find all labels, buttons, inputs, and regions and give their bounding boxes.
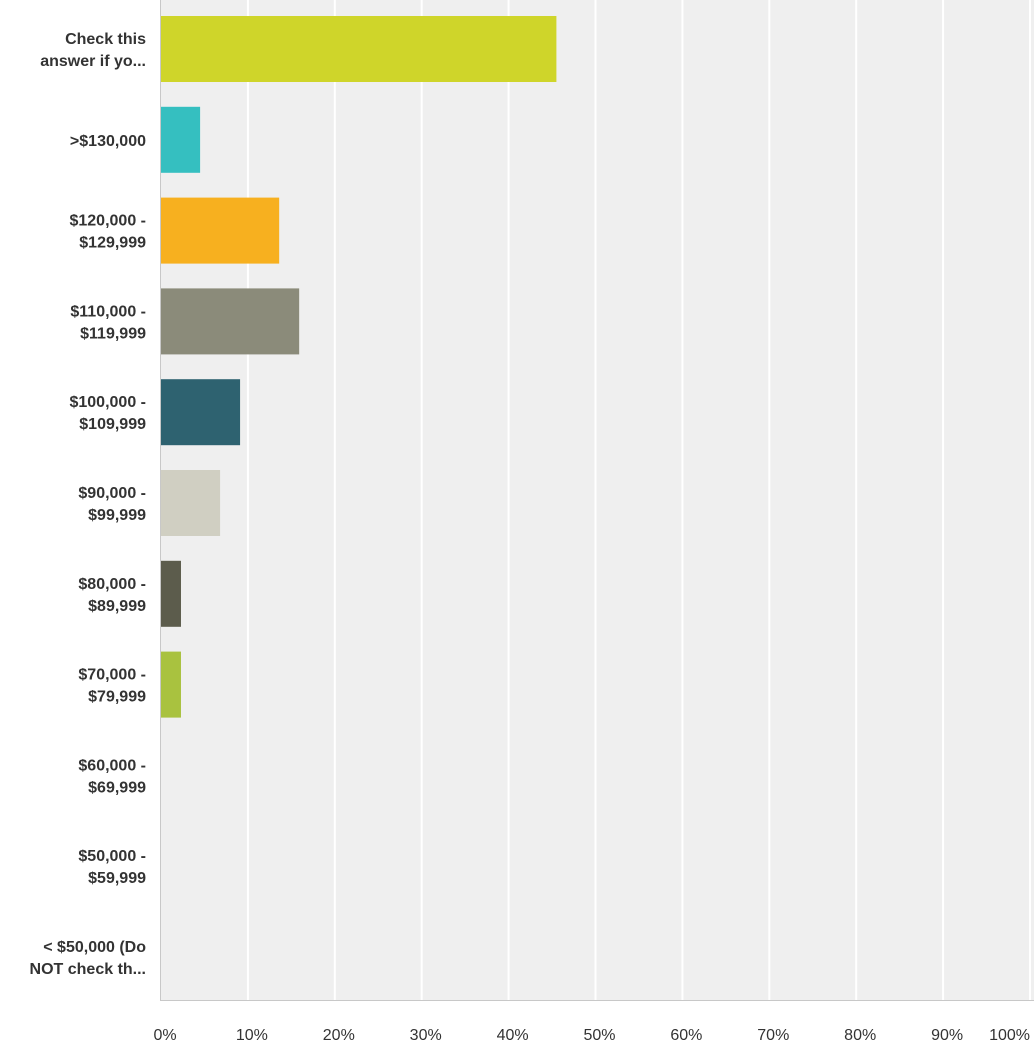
category-label: >$130,000 bbox=[70, 133, 146, 150]
category-label-line: $80,000 - bbox=[78, 576, 146, 593]
x-tick-label: 100% bbox=[989, 1027, 1030, 1044]
grid-lines bbox=[246, 0, 1031, 1000]
x-axis-ticks: 0% 10% 20% 30% 40% 50% 60% 70% 80% 90% 100% bbox=[153, 1027, 1030, 1044]
category-label: $120,000 - $129,999 bbox=[69, 213, 146, 252]
category-label-line: $70,000 - bbox=[78, 667, 146, 684]
category-label-line: $99,999 bbox=[88, 507, 146, 524]
category-label: Check this answer if yo... bbox=[40, 31, 146, 70]
category-label-line: $90,000 - bbox=[78, 485, 146, 502]
bars bbox=[161, 16, 557, 718]
category-label-line: $110,000 - bbox=[70, 303, 146, 320]
x-tick-label: 60% bbox=[670, 1027, 702, 1044]
category-label-line: $59,999 bbox=[88, 870, 146, 887]
category-label: $110,000 - $119,999 bbox=[70, 303, 146, 342]
category-label-line: answer if yo... bbox=[40, 53, 146, 70]
category-label-line: $79,999 bbox=[88, 689, 146, 706]
category-label-line: Check this bbox=[65, 31, 146, 48]
x-tick-label: 0% bbox=[153, 1027, 176, 1044]
bar[interactable] bbox=[161, 470, 221, 536]
category-label-line: $100,000 - bbox=[69, 394, 146, 411]
category-label-line: >$130,000 bbox=[70, 133, 146, 150]
category-label: $70,000 - $79,999 bbox=[78, 667, 146, 706]
category-label-line: $50,000 - bbox=[78, 848, 146, 865]
x-tick-label: 70% bbox=[757, 1027, 789, 1044]
bar[interactable] bbox=[161, 197, 280, 264]
bar[interactable] bbox=[161, 379, 241, 446]
x-tick-label: 30% bbox=[410, 1027, 442, 1044]
category-label-line: $109,999 bbox=[79, 416, 146, 433]
category-label-line: $60,000 - bbox=[78, 757, 146, 774]
category-label: $100,000 - $109,999 bbox=[69, 394, 146, 433]
category-label: < $50,000 (Do NOT check th... bbox=[30, 939, 147, 978]
category-label: $90,000 - $99,999 bbox=[78, 485, 146, 524]
plot-area bbox=[160, 0, 1034, 1000]
bar[interactable] bbox=[161, 106, 201, 173]
bar[interactable] bbox=[161, 651, 181, 718]
category-label-line: $129,999 bbox=[79, 235, 146, 252]
category-label-line: $119,999 bbox=[80, 325, 146, 342]
x-tick-label: 90% bbox=[931, 1027, 963, 1044]
category-label-line: < $50,000 (Do bbox=[43, 939, 146, 956]
x-tick-label: 10% bbox=[236, 1027, 268, 1044]
bar[interactable] bbox=[161, 16, 557, 82]
x-tick-label: 80% bbox=[844, 1027, 876, 1044]
category-label: $80,000 - $89,999 bbox=[78, 576, 146, 615]
category-labels: Check this answer if yo... >$130,000 $120,0… bbox=[30, 31, 147, 978]
bar[interactable] bbox=[161, 288, 300, 355]
bar[interactable] bbox=[161, 560, 181, 627]
x-tick-label: 40% bbox=[497, 1027, 529, 1044]
x-tick-label: 50% bbox=[583, 1027, 615, 1044]
x-tick-label: 20% bbox=[323, 1027, 355, 1044]
category-label: $50,000 - $59,999 bbox=[78, 848, 146, 887]
category-label-line: $69,999 bbox=[88, 779, 146, 796]
category-label: $60,000 - $69,999 bbox=[78, 757, 146, 796]
category-label-line: NOT check th... bbox=[30, 961, 146, 978]
category-label-line: $89,999 bbox=[88, 598, 146, 615]
category-label-line: $120,000 - bbox=[69, 213, 146, 230]
